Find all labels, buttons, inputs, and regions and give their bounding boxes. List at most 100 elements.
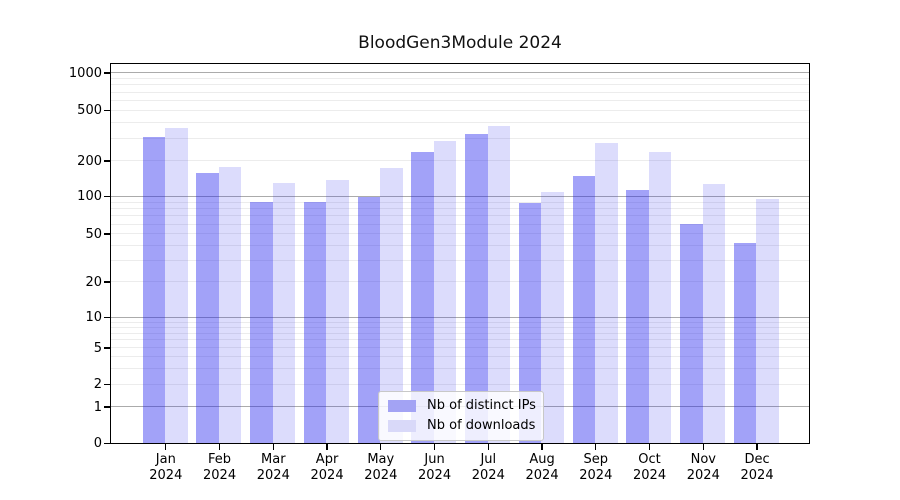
y-tick-label-50: 50 bbox=[85, 226, 102, 242]
x-tick-mark-jul bbox=[487, 444, 489, 450]
gridline-minor-300 bbox=[111, 138, 809, 140]
x-tick-label-oct: Oct 2024 bbox=[633, 452, 667, 483]
y-tick-label-500: 500 bbox=[77, 103, 102, 118]
x-tick-label-aug: Aug 2024 bbox=[525, 452, 559, 483]
x-tick-label-nov: Nov 2024 bbox=[686, 452, 720, 483]
y-tick-label-1: 1 bbox=[93, 399, 102, 415]
gridline-minor-8 bbox=[111, 326, 809, 328]
y-tick-mark-1 bbox=[103, 406, 110, 408]
bars-layer bbox=[111, 64, 809, 443]
bar-distinct-ips-dec bbox=[733, 242, 757, 443]
x-tick-label-sep: Sep 2024 bbox=[579, 452, 613, 483]
y-tick-label-20: 20 bbox=[85, 274, 102, 290]
gridline-minor-4 bbox=[111, 356, 809, 358]
gridline-minor-50 bbox=[111, 233, 809, 235]
bar-downloads-oct bbox=[648, 152, 672, 443]
y-tick-mark-10 bbox=[103, 316, 110, 319]
gridline-minor-70 bbox=[111, 215, 809, 217]
gridline-minor-60 bbox=[111, 223, 809, 225]
y-tick-mark-200 bbox=[103, 160, 110, 162]
gridline-major-100 bbox=[111, 195, 809, 197]
x-tick-label-jul: Jul 2024 bbox=[471, 452, 505, 483]
x-tick-label-feb: Feb 2024 bbox=[203, 452, 237, 483]
gridline-minor-5 bbox=[111, 347, 809, 349]
x-tick-mark-aug bbox=[541, 444, 543, 450]
y-tick-label-1000: 1000 bbox=[68, 65, 102, 81]
y-tick-label-10: 10 bbox=[85, 310, 102, 325]
gridline-minor-600 bbox=[111, 100, 809, 102]
bar-distinct-ips-may bbox=[357, 197, 381, 443]
bar-distinct-ips-jul bbox=[465, 134, 488, 443]
x-tick-mark-feb bbox=[218, 444, 221, 450]
y-tick-label-5: 5 bbox=[93, 340, 102, 356]
x-tick-mark-oct bbox=[648, 444, 651, 450]
y-tick-label-100: 100 bbox=[77, 189, 102, 204]
bar-distinct-ips-oct bbox=[626, 190, 649, 443]
legend-label-distinct-ips: Nb of distinct IPs bbox=[427, 398, 536, 413]
gridline-minor-500 bbox=[111, 109, 809, 111]
y-tick-label-200: 200 bbox=[77, 153, 102, 169]
x-tick-label-apr: Apr 2024 bbox=[310, 452, 344, 483]
y-tick-mark-50 bbox=[103, 233, 110, 235]
x-tick-label-may: May 2024 bbox=[364, 452, 398, 483]
legend-swatch-distinct-ips-icon bbox=[388, 400, 416, 412]
bar-downloads-feb bbox=[218, 167, 242, 443]
y-tick-mark-5 bbox=[103, 347, 110, 349]
bar-distinct-ips-aug bbox=[518, 203, 542, 443]
x-tick-mark-nov bbox=[702, 444, 704, 450]
bar-distinct-ips-apr bbox=[303, 201, 327, 443]
gridline-minor-7 bbox=[111, 332, 809, 334]
bar-distinct-ips-nov bbox=[680, 223, 703, 443]
gridline-minor-700 bbox=[111, 91, 809, 93]
y-tick-mark-0 bbox=[103, 442, 110, 445]
legend-item-distinct-ips: Nb of distinct IPs bbox=[388, 398, 536, 414]
legend-item-downloads: Nb of downloads bbox=[388, 418, 536, 434]
legend-label-downloads: Nb of downloads bbox=[427, 418, 536, 433]
bar-downloads-jul bbox=[487, 125, 511, 443]
bar-distinct-ips-sep bbox=[572, 176, 596, 443]
y-tick-mark-500 bbox=[103, 109, 110, 112]
gridline-minor-3 bbox=[111, 367, 809, 369]
bar-distinct-ips-mar bbox=[250, 201, 273, 443]
gridline-major-10 bbox=[111, 316, 809, 318]
gridline-minor-80 bbox=[111, 207, 809, 209]
y-tick-mark-20 bbox=[103, 281, 110, 283]
gridline-minor-200 bbox=[111, 160, 809, 162]
plot-area bbox=[110, 63, 810, 444]
gridline-minor-2 bbox=[111, 383, 809, 385]
x-tick-mark-jun bbox=[433, 444, 436, 450]
bar-downloads-mar bbox=[272, 182, 296, 443]
bar-downloads-may bbox=[380, 167, 403, 443]
y-tick-label-0: 0 bbox=[93, 436, 102, 451]
bar-downloads-apr bbox=[326, 180, 349, 443]
gridline-minor-40 bbox=[111, 245, 809, 247]
x-tick-label-mar: Mar 2024 bbox=[256, 452, 290, 483]
bar-downloads-dec bbox=[756, 199, 779, 443]
y-tick-label-2: 2 bbox=[93, 377, 102, 392]
gridline-minor-20 bbox=[111, 281, 809, 283]
bar-downloads-jun bbox=[433, 141, 457, 443]
x-tick-mark-apr bbox=[326, 444, 328, 450]
grid-layer bbox=[111, 64, 809, 443]
x-tick-mark-dec bbox=[756, 444, 758, 450]
gridline-minor-800 bbox=[111, 84, 809, 86]
bar-distinct-ips-feb bbox=[196, 173, 219, 443]
y-tick-mark-100 bbox=[103, 195, 110, 198]
legend-swatch-downloads-icon bbox=[388, 420, 416, 432]
gridline-minor-9 bbox=[111, 321, 809, 323]
gridline-minor-30 bbox=[111, 260, 809, 262]
x-tick-mark-mar bbox=[272, 444, 274, 450]
x-tick-mark-jan bbox=[165, 444, 167, 450]
x-tick-label-jan: Jan 2024 bbox=[149, 452, 183, 483]
gridline-minor-400 bbox=[111, 122, 809, 124]
gridline-minor-90 bbox=[111, 201, 809, 203]
gridline-major-1000 bbox=[111, 72, 809, 74]
legend: Nb of distinct IPs Nb of downloads bbox=[378, 391, 544, 441]
bar-downloads-nov bbox=[702, 184, 726, 443]
gridline-minor-900 bbox=[111, 78, 809, 80]
bar-distinct-ips-jan bbox=[142, 137, 166, 443]
bar-downloads-sep bbox=[595, 143, 618, 443]
x-tick-mark-may bbox=[380, 444, 382, 450]
bar-downloads-jan bbox=[165, 127, 188, 443]
